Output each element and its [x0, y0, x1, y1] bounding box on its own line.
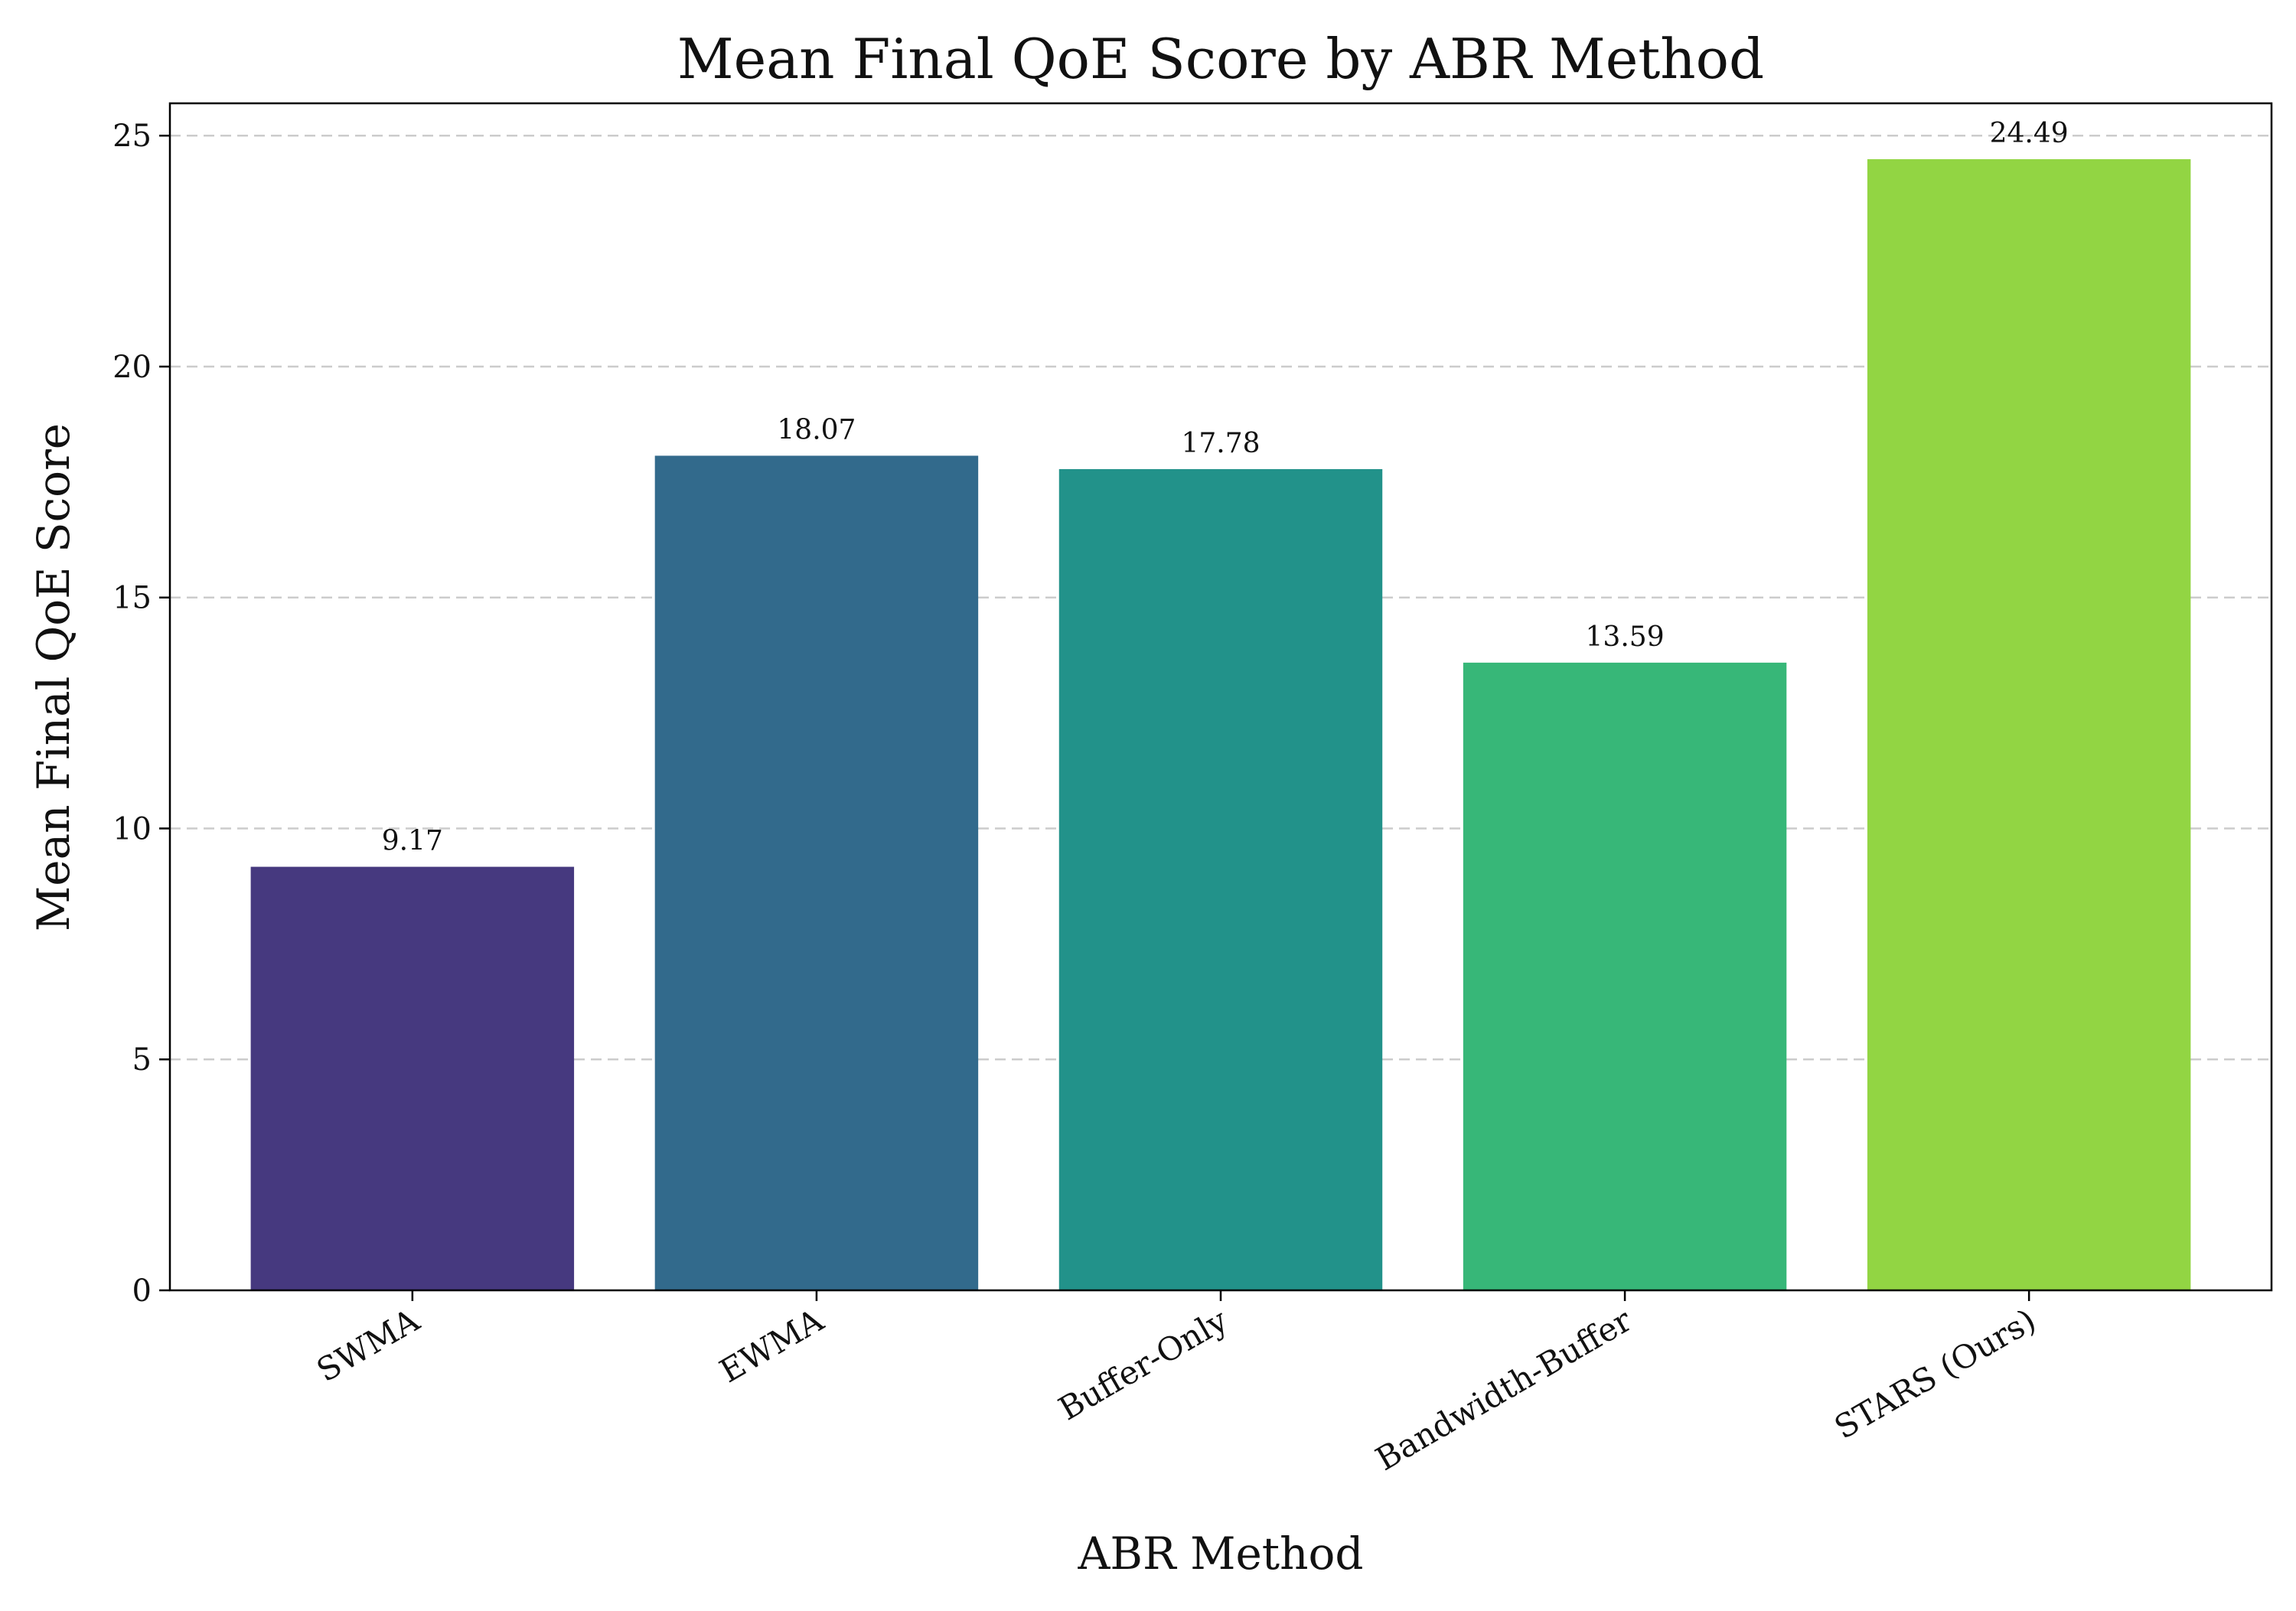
data-labels: 9.17 18.07 17.78 13.59 24.49 — [382, 118, 2069, 857]
bar-value-label: 24.49 — [1990, 118, 2069, 149]
y-axis-ticks: 0 5 10 15 20 25 — [113, 119, 170, 1309]
x-axis-title: ABR Method — [1077, 1528, 1363, 1580]
bar — [1463, 662, 1787, 1290]
y-tick-label: 15 — [113, 581, 152, 616]
bars — [250, 159, 2191, 1291]
x-tick-label: Bandwidth-Buffer — [1369, 1301, 1639, 1478]
y-tick-label: 10 — [113, 811, 152, 846]
y-tick-label: 0 — [132, 1273, 152, 1309]
chart-title: Mean Final QoE Score by ABR Method — [677, 27, 1764, 91]
x-tick-label: EWMA — [713, 1301, 830, 1390]
bar-value-label: 17.78 — [1181, 428, 1260, 459]
bar — [654, 455, 979, 1291]
y-axis-title: Mean Final QoE Score — [28, 423, 80, 931]
x-tick-label: SWMA — [311, 1301, 426, 1389]
bar-value-label: 13.59 — [1586, 621, 1665, 653]
x-tick-label: Buffer-Only — [1052, 1301, 1234, 1427]
bar — [250, 866, 575, 1290]
y-tick-label: 5 — [132, 1042, 152, 1078]
bar-value-label: 18.07 — [777, 414, 856, 445]
bar — [1058, 468, 1383, 1290]
x-tick-label: STARS (Ours) — [1828, 1301, 2043, 1446]
y-tick-label: 25 — [113, 119, 152, 154]
bar — [1867, 159, 2191, 1291]
x-axis-ticks: SWMA EWMA Buffer-Only Bandwidth-Buffer STARS… — [311, 1290, 2043, 1478]
y-tick-label: 20 — [113, 350, 152, 385]
bar-value-label: 9.17 — [382, 826, 443, 857]
